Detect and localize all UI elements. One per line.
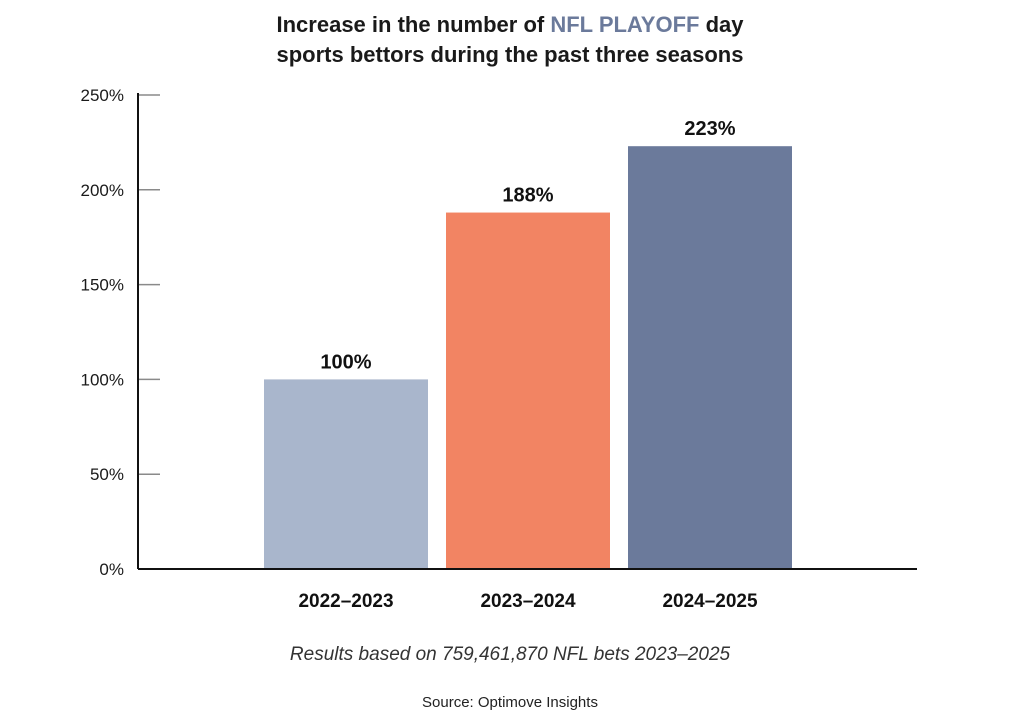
bar-value-label: 188% [502, 185, 553, 207]
x-category-label: 2024–2025 [662, 591, 758, 612]
bar [628, 146, 792, 569]
bar-value-label: 100% [320, 351, 371, 373]
y-tick-label: 100% [81, 370, 124, 389]
y-tick-label: 200% [81, 181, 124, 200]
y-tick-label: 50% [90, 465, 124, 484]
title-accent-text: NFL PLAYOFF [550, 12, 700, 37]
x-category-label: 2023–2024 [480, 591, 576, 612]
bar-chart: 0% 50% 100% 150% 200% 250% 100% 2022–2023 188% 2… [81, 86, 917, 612]
y-tick-label: 0% [99, 560, 124, 579]
bars-group: 100% 2022–2023 188% 2023–2024 223% 2024–2025 [264, 118, 792, 612]
title-text-after: day [699, 12, 744, 37]
chart-title: Increase in the number of NFL PLAYOFF da… [0, 10, 1020, 70]
title-text-before: Increase in the number of [276, 12, 551, 37]
axes-group [137, 93, 917, 570]
source-note: Source: Optimove Insights [422, 694, 598, 711]
chart-title-line-1: Increase in the number of NFL PLAYOFF da… [0, 10, 1020, 40]
chart-title-line-2: sports bettors during the past three sea… [276, 42, 744, 67]
y-tick-label: 250% [81, 86, 124, 105]
bar-value-label: 223% [684, 118, 735, 140]
bar [446, 212, 610, 569]
y-tick-label: 150% [81, 276, 124, 295]
x-category-label: 2022–2023 [298, 591, 393, 612]
data-basis-caption: Results based on 759,461,870 NFL bets 20… [289, 644, 731, 665]
bar [264, 379, 428, 569]
y-axis-ticks: 0% 50% 100% 150% 200% 250% [81, 86, 160, 579]
